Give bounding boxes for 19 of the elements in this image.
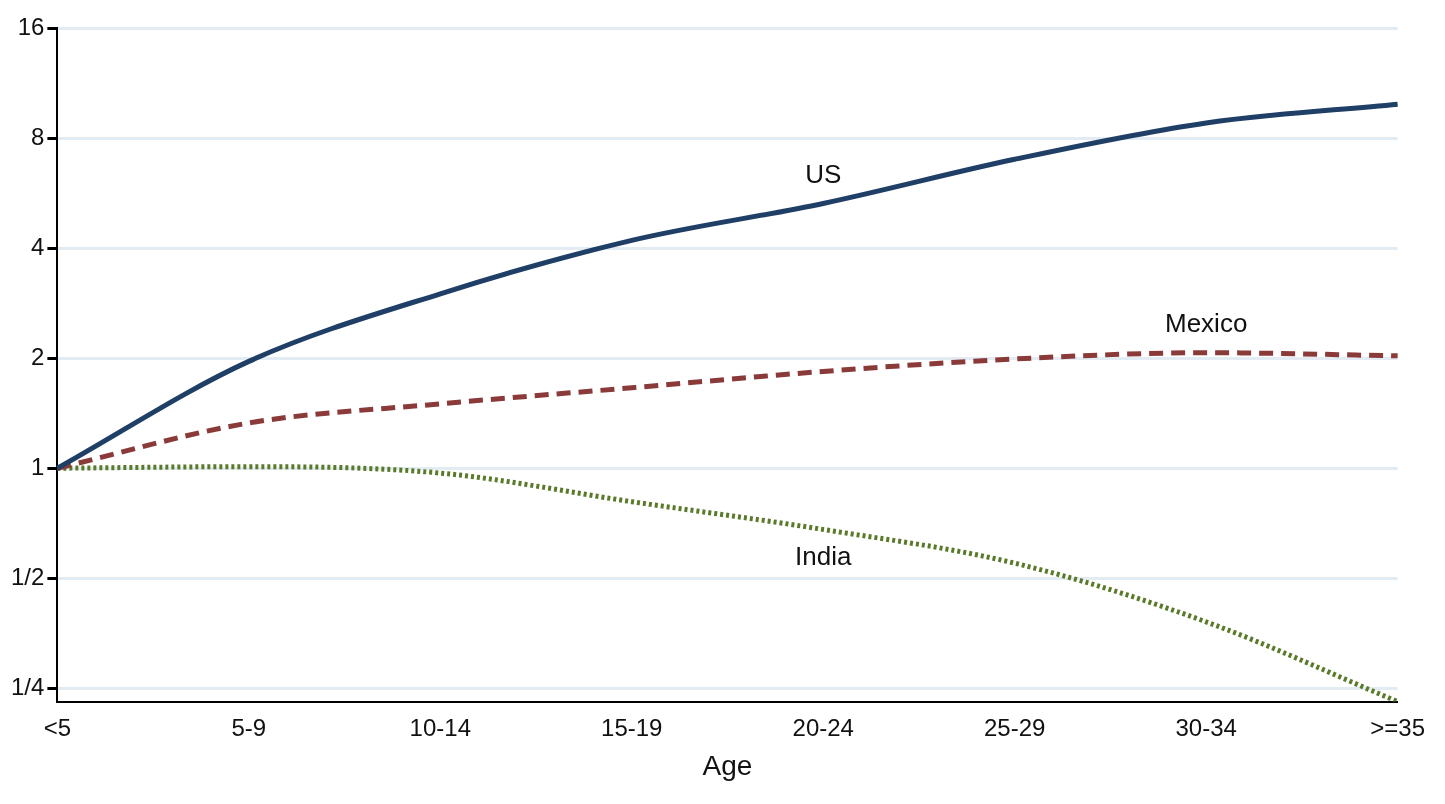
y-tick-label: 1/2 (10, 562, 45, 590)
series-label: India (795, 540, 852, 571)
x-tick-label: 20-24 (792, 713, 854, 741)
x-tick-label: 30-34 (1175, 713, 1237, 741)
x-tick-label: 25-29 (984, 713, 1046, 741)
x-tick-label: 5-9 (231, 713, 267, 741)
y-tick-label: 2 (31, 342, 45, 370)
x-tick-label: <5 (43, 713, 72, 741)
x-tick-label: 15-19 (601, 713, 663, 741)
x-tick-label: 10-14 (409, 713, 471, 741)
y-tick-label: 16 (17, 12, 45, 40)
y-tick-label: 1/4 (10, 672, 45, 700)
series-label: US (805, 158, 842, 189)
y-tick-label: 1 (31, 452, 45, 480)
y-tick-label: 4 (31, 232, 45, 260)
x-axis-title: Age (702, 749, 753, 781)
x-tick-label: >=35 (1370, 713, 1425, 741)
series-label: Mexico (1164, 307, 1248, 338)
y-tick-label: 8 (31, 122, 45, 150)
